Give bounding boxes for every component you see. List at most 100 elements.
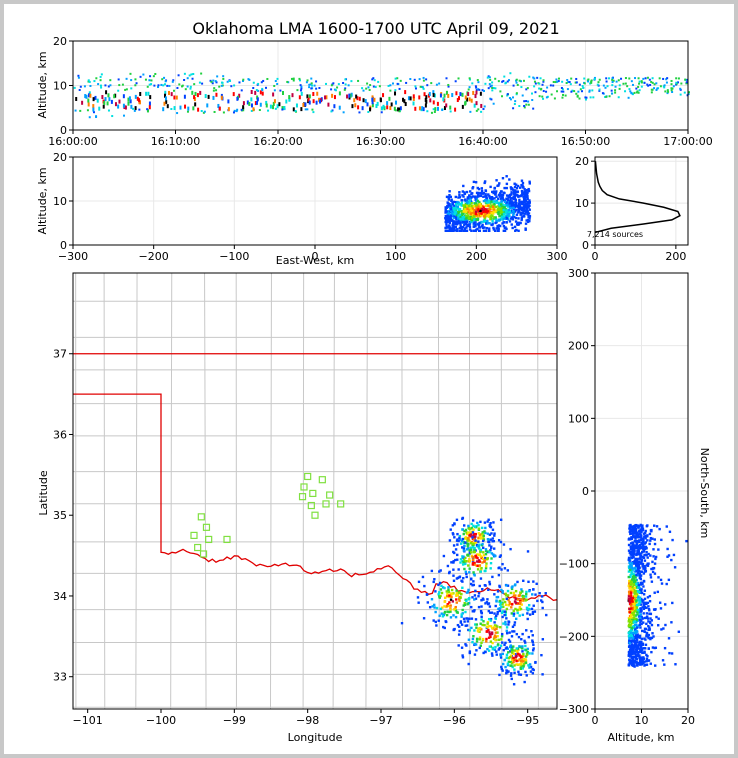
- time-height-source: [471, 82, 474, 85]
- plan-view-source: [463, 529, 466, 533]
- plan-view-source: [508, 640, 512, 643]
- east-west-source: [513, 189, 517, 192]
- plan-view-source: [481, 531, 484, 534]
- plan-view-source: [492, 547, 496, 550]
- east-west-source: [509, 211, 513, 214]
- time-height-source: [362, 89, 365, 92]
- north-south-source: [636, 608, 640, 612]
- north-south-source: [659, 578, 663, 582]
- plan-view-source: [468, 549, 471, 552]
- time-height-source: [573, 90, 576, 93]
- time-height-source: [104, 97, 107, 102]
- plan-view-source: [455, 601, 458, 604]
- plan-view-source: [471, 584, 474, 587]
- time-height-source: [412, 96, 415, 101]
- north-south-source: [634, 630, 638, 633]
- plan-view-source: [518, 645, 521, 648]
- plan-view-source: [486, 622, 489, 625]
- east-west-source: [524, 204, 528, 208]
- north-south-source: [633, 632, 637, 635]
- north-south-source: [650, 650, 653, 654]
- plan-view-source: [447, 590, 451, 594]
- time-height-source: [127, 97, 130, 102]
- time-height-source: [606, 85, 609, 88]
- east-west-source: [450, 219, 453, 222]
- east-west-source: [470, 196, 473, 199]
- time-height-source: [272, 101, 275, 106]
- north-south-source: [668, 530, 672, 533]
- plan-view-source: [486, 538, 490, 541]
- plan-view-source: [447, 571, 451, 575]
- north-south-source: [629, 585, 632, 588]
- plan-view-source: [461, 528, 465, 531]
- time-height-source: [393, 106, 396, 111]
- plan-view-source: [480, 641, 483, 644]
- north-south-source: [627, 624, 631, 628]
- north-south-source: [633, 611, 636, 614]
- east-west-source: [489, 217, 492, 221]
- east-west-source: [447, 195, 450, 199]
- plan-view-source: [472, 635, 475, 638]
- east-west-source: [486, 210, 490, 213]
- north-south-source: [639, 644, 642, 647]
- time-height-source: [193, 95, 196, 100]
- east-west-source: [444, 226, 447, 230]
- time-height-source: [414, 106, 417, 111]
- x-tick-label: −100: [219, 250, 249, 263]
- time-height-source: [252, 107, 255, 112]
- north-south-source: [631, 572, 634, 576]
- north-south-source: [642, 543, 645, 546]
- time-height-source: [538, 82, 541, 85]
- north-south-source: [635, 619, 638, 622]
- plan-view-source: [466, 542, 469, 545]
- north-south-source: [636, 596, 640, 599]
- altitude-profile-line: [594, 161, 681, 234]
- time-height-source: [506, 93, 509, 96]
- east-west-source: [525, 207, 529, 210]
- plan-view-source: [497, 607, 500, 611]
- plan-view-source: [505, 653, 509, 656]
- north-south-source: [639, 649, 642, 652]
- north-south-source: [666, 547, 669, 551]
- plan-view-source: [457, 568, 460, 571]
- time-height-source: [152, 75, 155, 78]
- time-height-source: [206, 103, 209, 108]
- plan-view-source: [475, 623, 478, 626]
- time-height-source: [679, 88, 682, 91]
- east-west-source: [503, 186, 506, 190]
- time-height-source: [95, 77, 98, 80]
- time-height-source: [552, 84, 555, 87]
- east-west-source: [523, 188, 526, 191]
- east-west-source: [448, 194, 451, 197]
- north-south-source: [632, 649, 635, 652]
- time-height-source: [274, 107, 277, 110]
- plan-view-source: [531, 593, 534, 596]
- time-height-source: [378, 85, 381, 88]
- plan-view-source: [518, 605, 522, 609]
- time-height-source: [680, 82, 683, 85]
- time-height-source: [371, 100, 374, 105]
- plan-view-source: [505, 632, 509, 635]
- east-west-source: [465, 211, 468, 215]
- x-tick-label: −200: [139, 250, 169, 263]
- plan-view-source: [473, 563, 476, 566]
- north-south-source: [645, 631, 649, 635]
- plan-view-source: [518, 658, 521, 661]
- east-west-source: [489, 205, 492, 208]
- plan-view-source: [531, 634, 534, 637]
- plan-view-source: [538, 592, 541, 595]
- east-west-source: [511, 209, 515, 213]
- lma-station-marker: [311, 511, 319, 519]
- north-south-source: [644, 537, 647, 540]
- east-west-source: [506, 197, 509, 200]
- east-west-source: [473, 195, 477, 198]
- time-height-source: [687, 93, 690, 96]
- east-west-source: [521, 200, 524, 204]
- plan-view-source: [489, 567, 492, 570]
- plan-view-source: [475, 626, 478, 629]
- time-height-source: [252, 81, 255, 84]
- plan-view-source: [470, 617, 474, 620]
- plan-view-source: [490, 552, 494, 555]
- time-height-source: [222, 77, 225, 80]
- time-height-source: [122, 103, 125, 108]
